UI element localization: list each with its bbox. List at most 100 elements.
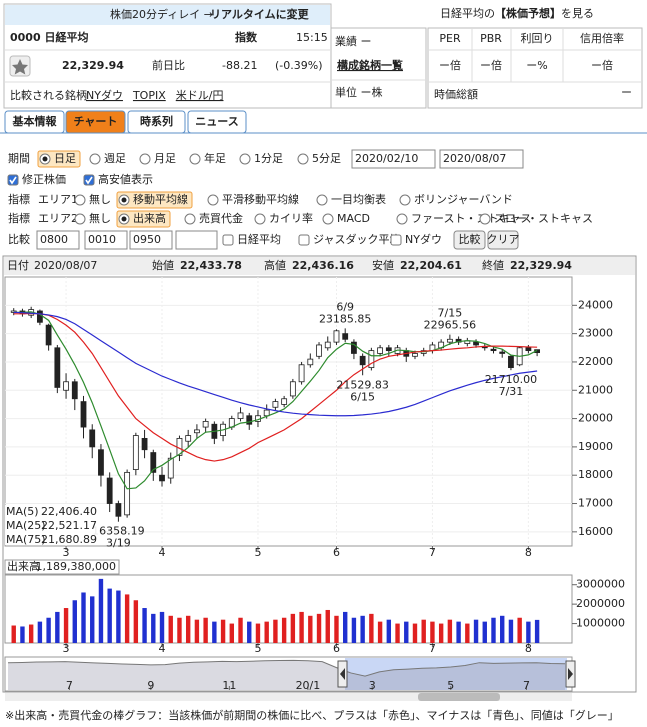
radio[interactable]: [316, 194, 328, 206]
radio-label: ファースト・ストキャス: [411, 212, 531, 225]
legend-value: 21,680.89: [41, 533, 97, 546]
text-input[interactable]: [439, 149, 524, 169]
x-tick-label: 7: [523, 679, 530, 692]
delay-bar: [5, 5, 330, 25]
radio[interactable]: [396, 213, 408, 225]
quote-open: 22,433.78: [180, 259, 242, 272]
quote-close: 22,329.94: [510, 259, 572, 272]
moving-average-line: [13, 312, 538, 462]
radio[interactable]: [254, 213, 266, 225]
text-input[interactable]: [351, 149, 436, 169]
text-input[interactable]: [36, 230, 80, 250]
checkbox[interactable]: [83, 174, 95, 186]
metric-header: PER: [439, 32, 461, 45]
legend-value: 22,406.40: [41, 505, 97, 518]
realtime-link[interactable]: リアルタイムに変更: [210, 7, 310, 21]
candle-body: [106, 477, 113, 504]
button[interactable]: [453, 230, 486, 250]
volume-bar: [456, 621, 461, 643]
annotation-date: 6/9: [336, 300, 354, 313]
button[interactable]: [487, 230, 519, 250]
time: 15:15: [296, 31, 328, 44]
candle-body: [324, 341, 331, 349]
volume-bar: [81, 592, 86, 643]
performance: 業績 ー: [335, 34, 372, 48]
radio[interactable]: [399, 194, 411, 206]
text-input[interactable]: [175, 230, 218, 250]
price-plot: [4, 276, 573, 547]
radio-label: 1分足: [254, 152, 283, 165]
volume-bar: [430, 621, 435, 643]
checkbox-label: 修正株価: [22, 172, 66, 186]
radio-selected: [116, 210, 171, 228]
metrics-box: [427, 27, 643, 109]
scrollbar-thumb[interactable]: [418, 693, 500, 701]
scrollbar: [5, 693, 572, 701]
x-tick-label: 20/1: [296, 679, 321, 692]
text-input[interactable]: [129, 230, 173, 250]
volume-bar: [264, 621, 269, 643]
tab[interactable]: [4, 110, 65, 134]
radio[interactable]: [479, 213, 491, 225]
x-tick-label: 3: [369, 679, 376, 692]
radio[interactable]: [207, 194, 219, 206]
handle-arrow: [568, 668, 573, 680]
checkbox[interactable]: [222, 234, 234, 246]
forecast-link[interactable]: 【株価予想】: [495, 6, 561, 20]
annotation-date: 6/15: [350, 390, 375, 403]
candle-body: [446, 338, 453, 343]
tab-label: チャート: [74, 115, 118, 128]
compare-link[interactable]: NYダウ: [86, 88, 123, 102]
radio[interactable]: [89, 153, 101, 165]
y-tick-label: 18000: [578, 468, 613, 481]
input-value: 2020/02/10: [355, 152, 418, 165]
volume-label: 出来高: [7, 559, 40, 573]
y-tick-label: 21000: [578, 383, 613, 396]
checkbox[interactable]: [298, 234, 310, 246]
checkbox[interactable]: [7, 174, 19, 186]
volume-bar: [360, 615, 365, 643]
volume-bar: [90, 596, 95, 643]
candle-body: [368, 350, 375, 369]
candle-body: [54, 347, 61, 388]
radio[interactable]: [189, 153, 201, 165]
radio[interactable]: [74, 213, 86, 225]
volume-bar: [238, 617, 243, 643]
compare-link[interactable]: TOPIX: [132, 89, 166, 102]
candle-body: [246, 415, 253, 425]
checkbox-label: NYダウ: [405, 232, 442, 246]
volume-bar: [534, 619, 540, 643]
text-input[interactable]: [84, 230, 128, 250]
button-label: 比較: [459, 232, 481, 246]
volume-bar: [98, 578, 104, 643]
volume-bar: [473, 619, 479, 643]
candle-body: [80, 401, 87, 428]
candle-body: [316, 344, 322, 357]
annotation-value: 23185.85: [319, 312, 372, 325]
compare-link[interactable]: 米ドル/円: [176, 89, 224, 102]
radio[interactable]: [184, 213, 196, 225]
annotation-value: 16358.19: [92, 525, 145, 538]
checkbox[interactable]: [390, 234, 402, 246]
volume-bar: [517, 617, 522, 643]
radio[interactable]: [74, 194, 86, 206]
x-tick-label: 5: [254, 546, 261, 559]
radio[interactable]: [297, 153, 309, 165]
radio[interactable]: [239, 153, 251, 165]
annotation-value: 22965.56: [424, 319, 477, 332]
tab[interactable]: [65, 110, 126, 134]
radio[interactable]: [322, 213, 334, 225]
input-value: 0950: [133, 233, 161, 246]
legend-name: MA(75): [6, 533, 46, 546]
candle-body: [359, 355, 366, 366]
candle-body: [159, 474, 165, 482]
radio[interactable]: [139, 153, 151, 165]
constituents-link[interactable]: 構成銘柄一覧: [337, 58, 403, 72]
radio-label: 移動平均線: [133, 192, 188, 206]
radio-label: 日足: [54, 152, 76, 165]
volume-bar: [124, 594, 130, 643]
delay-text: 株価20分ディレイ →: [110, 7, 213, 21]
tab[interactable]: [187, 110, 247, 134]
radio-label: 一目均衡表: [331, 192, 386, 206]
tab[interactable]: [127, 110, 186, 134]
